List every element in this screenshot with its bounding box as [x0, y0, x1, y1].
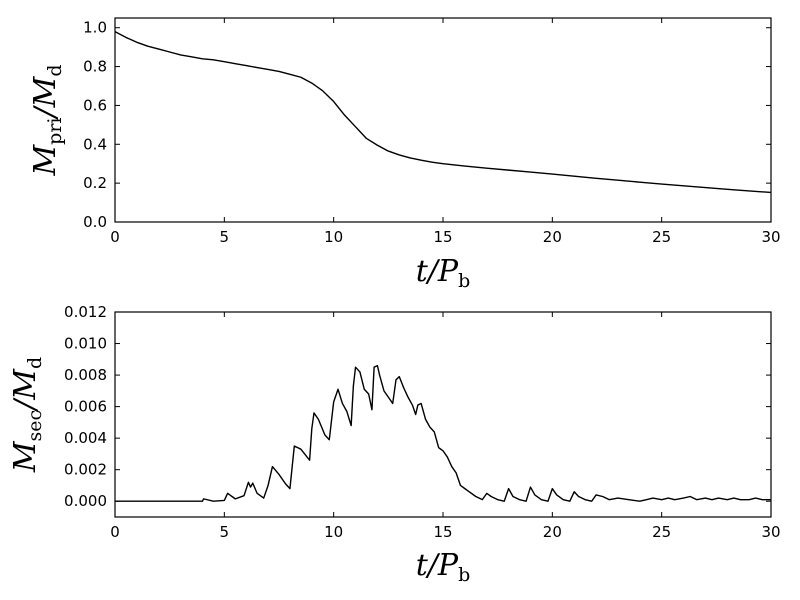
y-tick-label: 0.0 — [83, 213, 107, 231]
y-tick-label: 0.000 — [64, 492, 107, 510]
y-tick-label: 0.006 — [64, 398, 107, 416]
y-tick-label: 0.004 — [64, 429, 107, 447]
y-axis-label-main: M — [28, 144, 63, 177]
chart-panel-2: 0 5 10 15 20 25 30 0.000 0.002 0.004 0.006 0.008 0.0… — [8, 303, 781, 586]
y-tick-label: 0.010 — [64, 335, 107, 353]
x-axis-label-sub: b — [458, 270, 470, 292]
y-tick-label: 0.6 — [83, 96, 107, 114]
y-tick-label: 0.2 — [83, 174, 107, 192]
y-axis-label-sub2: d — [44, 64, 66, 76]
series-line — [115, 364, 771, 502]
y-axis-label-sub2: d — [24, 357, 46, 369]
chart-panel-1: 0 5 10 15 20 25 30 0.0 0.2 0.4 0.6 0.8 1.0 t/Pb Mpri/M… — [28, 17, 781, 292]
y-axis-label-main2: /M — [28, 75, 63, 120]
plot-frame — [114, 311, 772, 518]
x-tick-label: 15 — [433, 228, 452, 246]
y-axis-label: Mpri/Md — [28, 64, 66, 176]
y-axis-label-sub: sec — [24, 410, 46, 442]
x-tick-label: 10 — [324, 523, 343, 541]
y-axis-label-main: M — [8, 440, 43, 473]
y-axis-label-sub: pri — [44, 117, 66, 144]
x-tick-label: 15 — [433, 523, 452, 541]
x-tick-label: 25 — [652, 523, 671, 541]
x-tick-label: 0 — [110, 228, 120, 246]
y-tick-label: 0.008 — [64, 366, 107, 384]
plot-frame — [114, 17, 772, 223]
x-axis-label: t/Pb — [416, 254, 471, 292]
x-axis-label: t/Pb — [416, 548, 471, 586]
y-tick-label: 0.4 — [83, 135, 107, 153]
y-axis-label: Msec/Md — [8, 357, 46, 473]
y-tick-label: 0.012 — [64, 303, 107, 321]
x-axis-label-sub: b — [458, 564, 470, 586]
x-tick-label: 30 — [761, 523, 780, 541]
y-tick-label: 0.8 — [83, 58, 107, 76]
series-line — [114, 30, 772, 194]
x-tick-label: 0 — [110, 523, 120, 541]
x-tick-label: 5 — [220, 228, 230, 246]
x-axis-label-main: t/P — [416, 254, 459, 289]
x-tick-label: 5 — [220, 523, 230, 541]
x-tick-label: 10 — [324, 228, 343, 246]
x-tick-label: 25 — [652, 228, 671, 246]
x-tick-label: 20 — [543, 228, 562, 246]
y-tick-label: 1.0 — [83, 19, 107, 37]
x-tick-label: 20 — [543, 523, 562, 541]
x-axis-label-main: t/P — [416, 548, 459, 583]
y-tick-label: 0.002 — [64, 461, 107, 479]
y-axis-label-main2: /M — [8, 368, 43, 413]
x-tick-label: 30 — [761, 228, 780, 246]
